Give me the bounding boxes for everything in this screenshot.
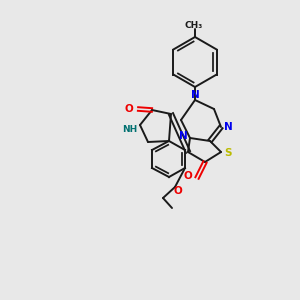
- Text: N: N: [190, 90, 200, 100]
- Text: S: S: [224, 148, 232, 158]
- Text: O: O: [184, 171, 192, 181]
- Text: CH₃: CH₃: [185, 22, 203, 31]
- Text: N: N: [224, 122, 232, 132]
- Text: NH: NH: [122, 124, 138, 134]
- Text: O: O: [174, 186, 182, 196]
- Text: N: N: [178, 131, 188, 141]
- Text: O: O: [124, 104, 134, 114]
